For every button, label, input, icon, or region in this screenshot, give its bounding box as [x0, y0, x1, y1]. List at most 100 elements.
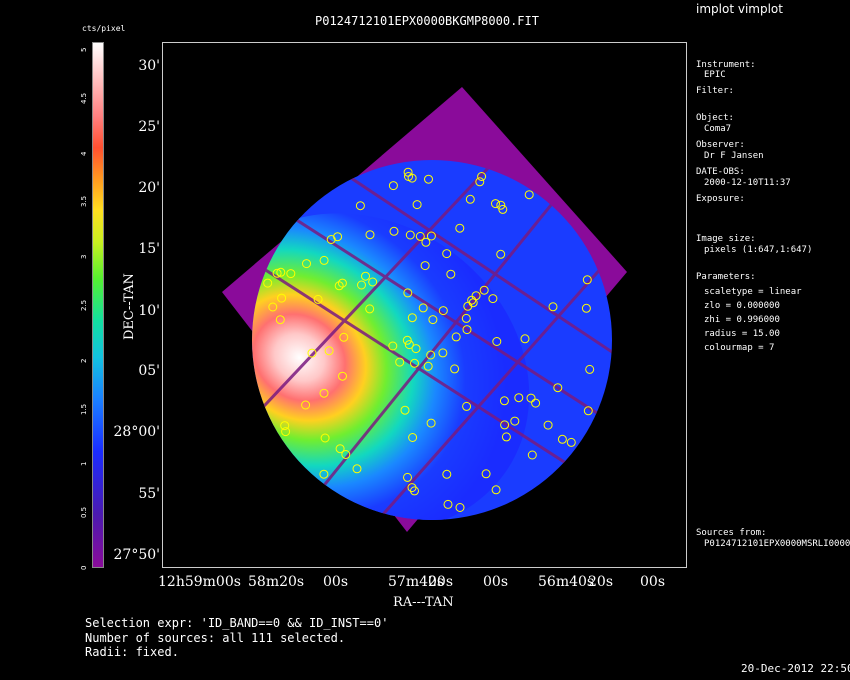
source-circle[interactable] — [275, 315, 285, 325]
source-circle[interactable] — [443, 499, 453, 509]
source-circle[interactable] — [582, 275, 592, 285]
source-circle[interactable] — [491, 485, 501, 495]
source-circle[interactable] — [341, 450, 351, 459]
source-circle[interactable] — [319, 255, 329, 265]
source-circle[interactable] — [488, 294, 498, 304]
source-circle[interactable] — [426, 350, 436, 360]
source-circle[interactable] — [438, 306, 448, 316]
source-circle[interactable] — [338, 371, 347, 381]
source-circle[interactable] — [481, 469, 491, 479]
source-circle[interactable] — [438, 348, 448, 358]
source-circle[interactable] — [462, 325, 472, 335]
source-circle[interactable] — [412, 200, 422, 210]
source-circle[interactable] — [442, 249, 452, 259]
source-circle[interactable] — [527, 450, 537, 460]
source-circle[interactable] — [491, 199, 500, 209]
source-circle[interactable] — [424, 174, 433, 184]
source-circle[interactable] — [320, 433, 330, 443]
source-circle[interactable] — [319, 388, 329, 398]
source-circle[interactable] — [388, 341, 398, 351]
source-circle[interactable] — [450, 364, 460, 374]
source-circle[interactable] — [319, 469, 329, 479]
source-circle[interactable] — [326, 235, 336, 244]
source-circle[interactable] — [461, 313, 471, 323]
source-circle[interactable] — [524, 190, 534, 200]
source-circle[interactable] — [286, 269, 296, 279]
source-circle[interactable] — [520, 334, 530, 344]
source-circle[interactable] — [477, 172, 487, 181]
source-circle[interactable] — [471, 291, 481, 301]
source-circle[interactable] — [313, 294, 323, 304]
source-circle[interactable] — [368, 277, 378, 287]
source-circle[interactable] — [415, 231, 425, 241]
source-circle[interactable] — [426, 418, 436, 428]
source-circle[interactable] — [407, 483, 417, 493]
source-circle[interactable] — [352, 464, 362, 474]
source-circle[interactable] — [455, 503, 465, 512]
source-circle[interactable] — [500, 420, 510, 430]
source-circle[interactable] — [423, 361, 433, 371]
source-circle[interactable] — [526, 393, 536, 403]
source-circle[interactable] — [388, 181, 398, 191]
source-circle[interactable] — [400, 405, 410, 415]
source-circle[interactable] — [498, 204, 508, 214]
source-circle[interactable] — [280, 421, 290, 431]
source-circle[interactable] — [357, 280, 366, 290]
source-circle[interactable] — [407, 313, 417, 323]
source-circle[interactable] — [496, 249, 506, 259]
source-circle[interactable] — [402, 335, 412, 345]
source-circle[interactable] — [411, 344, 421, 354]
source-circle[interactable] — [405, 230, 415, 240]
source-circle[interactable] — [421, 237, 431, 247]
source-circle[interactable] — [268, 302, 278, 312]
source-circle[interactable] — [442, 469, 452, 479]
source-circle[interactable] — [548, 302, 558, 312]
source-circle[interactable] — [465, 194, 475, 204]
source-circle[interactable] — [365, 304, 375, 314]
source-circle[interactable] — [337, 278, 347, 288]
source-circle[interactable] — [492, 337, 502, 346]
source-circle[interactable] — [514, 393, 524, 403]
source-circle[interactable] — [408, 433, 418, 442]
source-circle[interactable] — [455, 223, 465, 233]
source-circle[interactable] — [339, 332, 349, 342]
source-circle[interactable] — [581, 303, 591, 313]
source-circle[interactable] — [420, 261, 430, 271]
source-circle[interactable] — [263, 278, 273, 288]
source-circle[interactable] — [403, 472, 412, 482]
source-circle[interactable] — [403, 288, 413, 298]
source-circle[interactable] — [410, 358, 419, 368]
source-circle[interactable] — [335, 444, 345, 454]
source-circle[interactable] — [324, 346, 334, 356]
source-circle[interactable] — [585, 364, 595, 374]
source-circle[interactable] — [496, 200, 506, 210]
source-circle[interactable] — [426, 231, 436, 241]
source-circle[interactable] — [395, 357, 405, 367]
source-circle[interactable] — [531, 398, 541, 408]
source-circle[interactable] — [510, 416, 520, 426]
source-circle[interactable] — [272, 268, 282, 278]
source-circle[interactable] — [462, 401, 472, 411]
source-circle[interactable] — [404, 340, 414, 350]
source-circle[interactable] — [403, 167, 413, 177]
source-circle[interactable] — [404, 172, 413, 181]
source-circle[interactable] — [365, 230, 375, 240]
source-circle[interactable] — [475, 177, 485, 187]
source-circle[interactable] — [583, 406, 593, 416]
source-circle[interactable] — [553, 383, 563, 393]
source-circle[interactable] — [277, 293, 287, 303]
source-circle[interactable] — [446, 269, 456, 279]
source-circle[interactable] — [557, 434, 567, 444]
source-circle[interactable] — [361, 271, 370, 281]
source-circle[interactable] — [334, 281, 344, 291]
source-circle[interactable] — [307, 348, 317, 358]
source-circle[interactable] — [428, 315, 438, 325]
source-circle[interactable] — [355, 201, 365, 211]
source-circle[interactable] — [501, 432, 511, 442]
source-circle[interactable] — [418, 303, 428, 313]
source-circle[interactable] — [276, 267, 286, 277]
source-circle[interactable] — [499, 396, 509, 406]
source-circle[interactable] — [566, 437, 576, 447]
source-circle[interactable] — [301, 400, 311, 410]
source-circle[interactable] — [451, 332, 461, 342]
